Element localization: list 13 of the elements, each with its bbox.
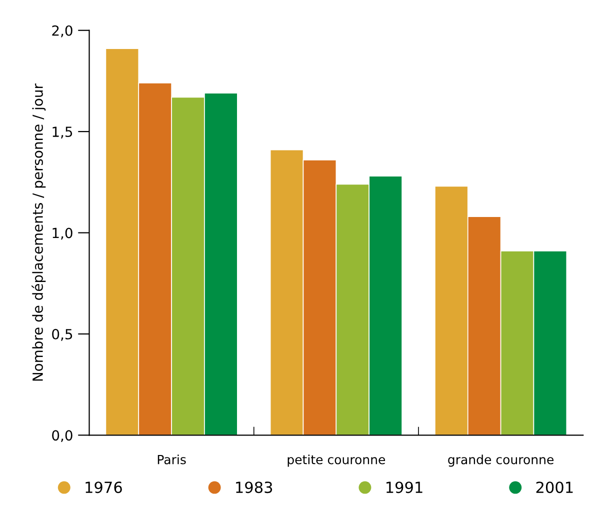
y-tick-label: 0,0	[52, 430, 72, 442]
y-tick-label: 0,5	[52, 328, 72, 341]
x-tick-label: petite couronne	[288, 454, 386, 467]
y-tick-label: 1,5	[52, 126, 72, 138]
y-tick-label: 1,0	[52, 228, 72, 240]
legend-label: 1991	[386, 482, 422, 494]
legend-label: 1976	[86, 482, 122, 494]
legend-label: 2001	[536, 482, 573, 494]
x-tick-label: Paris	[158, 454, 186, 464]
legend-label: 1983	[236, 482, 272, 494]
x-tick-label: grande couronne	[448, 454, 554, 467]
y-axis-title: Nombre de déplacements / personne / jour	[32, 84, 46, 381]
y-tick-label: 2,0	[52, 25, 72, 38]
